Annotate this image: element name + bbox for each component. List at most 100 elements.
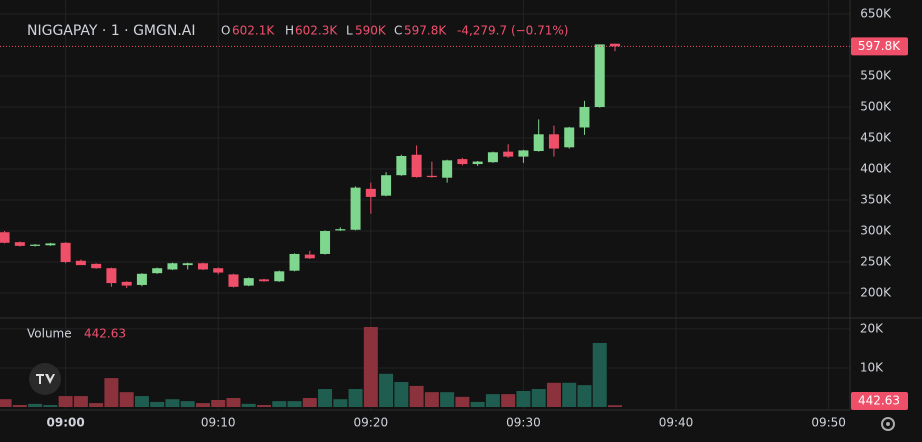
volume-bar <box>577 385 592 407</box>
candle-body <box>503 151 514 157</box>
change-value: -4,279.7 (−0.71%) <box>457 24 569 38</box>
volume-bar <box>424 392 439 407</box>
volume-bar <box>119 392 134 407</box>
volume-bar <box>440 392 455 407</box>
candle-body <box>60 242 71 263</box>
volume-bar <box>165 399 180 407</box>
volume-bar <box>287 401 302 407</box>
y-tick-label: 200K <box>860 286 892 300</box>
candle-body <box>289 253 300 271</box>
volume-bar <box>455 396 470 407</box>
y-tick-label: 250K <box>860 255 892 269</box>
candle-body <box>411 154 422 178</box>
volume-bar <box>58 396 73 407</box>
candle-body <box>75 260 86 266</box>
volume-bar <box>333 399 348 407</box>
candle-body <box>426 175 437 178</box>
x-tick-label: 09:50 <box>811 416 846 430</box>
candle-body <box>136 273 147 285</box>
volume-bar <box>348 389 363 407</box>
close-value: 597.8K <box>404 24 447 38</box>
candle-body <box>259 279 270 282</box>
settings-icon[interactable] <box>881 417 895 431</box>
candle-body <box>609 43 620 47</box>
y-tick-label: 10K <box>860 360 884 374</box>
volume-bar <box>0 399 12 407</box>
volume-bar <box>562 382 577 407</box>
last-volume-label: 442.63 <box>858 394 900 408</box>
candle-body <box>182 263 193 266</box>
volume-bar <box>516 390 531 407</box>
candle-body <box>45 243 56 246</box>
volume-bar <box>394 382 409 407</box>
candle-body <box>91 263 102 269</box>
x-tick-label: 09:30 <box>506 416 541 430</box>
volume-bar <box>592 342 607 407</box>
grid <box>0 0 850 410</box>
candle-body <box>320 231 331 254</box>
gear-center <box>886 422 890 426</box>
candle-body <box>14 242 25 246</box>
volume-bar <box>501 394 516 407</box>
candle-body <box>274 271 285 282</box>
candle-body <box>457 159 468 165</box>
open-value: 602.1K <box>232 24 275 38</box>
logo-circle <box>29 363 61 395</box>
symbol: NIGGAPAY · 1 · GMGN.AI <box>27 23 195 39</box>
candle-body <box>564 127 575 148</box>
volume-bar <box>470 401 485 407</box>
volume-bar <box>226 398 241 407</box>
y-tick-label: 400K <box>860 162 892 176</box>
y-tick-label: 450K <box>860 131 892 145</box>
volume-bar <box>89 403 104 407</box>
y-tick-label: 550K <box>860 69 892 83</box>
candle-body <box>152 268 163 274</box>
volume-bar <box>409 385 424 407</box>
y-tick-label: 650K <box>860 7 892 21</box>
marks <box>0 37 908 410</box>
y-tick-label: 350K <box>860 193 892 207</box>
low-value: 590K <box>355 24 387 38</box>
candle-body <box>594 44 605 108</box>
candle-body <box>213 268 224 273</box>
volume-bar <box>257 405 272 407</box>
volume-bar <box>607 405 622 407</box>
candle-body <box>487 152 498 163</box>
x-tick-label: 09:10 <box>201 416 236 430</box>
volume-bar <box>363 326 378 407</box>
logo <box>29 363 61 395</box>
volume-bar <box>43 405 58 407</box>
volume-bar <box>546 382 561 407</box>
x-tick-label: 09:40 <box>659 416 694 430</box>
candle-body <box>365 188 376 197</box>
candle-body <box>30 244 41 246</box>
open-label: O <box>221 24 230 38</box>
candle-body <box>472 161 483 165</box>
candle-body <box>350 187 361 230</box>
volume-bar <box>150 401 165 407</box>
candle-body <box>335 229 346 231</box>
low-label: L <box>346 24 353 38</box>
candle-body <box>0 232 10 243</box>
volume-bar <box>302 398 317 407</box>
volume-value: 442.63 <box>84 327 126 341</box>
logo-glyph <box>36 374 55 384</box>
volume-bar <box>318 389 333 407</box>
candle-body <box>518 150 529 157</box>
candle-body <box>121 281 132 286</box>
gear[interactable] <box>881 417 895 431</box>
x-tick-label: 09:20 <box>354 416 389 430</box>
candle-body <box>197 263 208 270</box>
volume-bar <box>272 401 287 407</box>
high-value: 602.3K <box>295 24 338 38</box>
volume-bar <box>531 389 546 407</box>
candle-body <box>304 254 315 259</box>
volume-bar <box>195 403 210 407</box>
candle-body <box>243 278 254 286</box>
candle-body <box>442 160 453 178</box>
close-label: C <box>394 24 402 38</box>
y-tick-label: 300K <box>860 224 892 238</box>
candle-body <box>167 263 178 270</box>
